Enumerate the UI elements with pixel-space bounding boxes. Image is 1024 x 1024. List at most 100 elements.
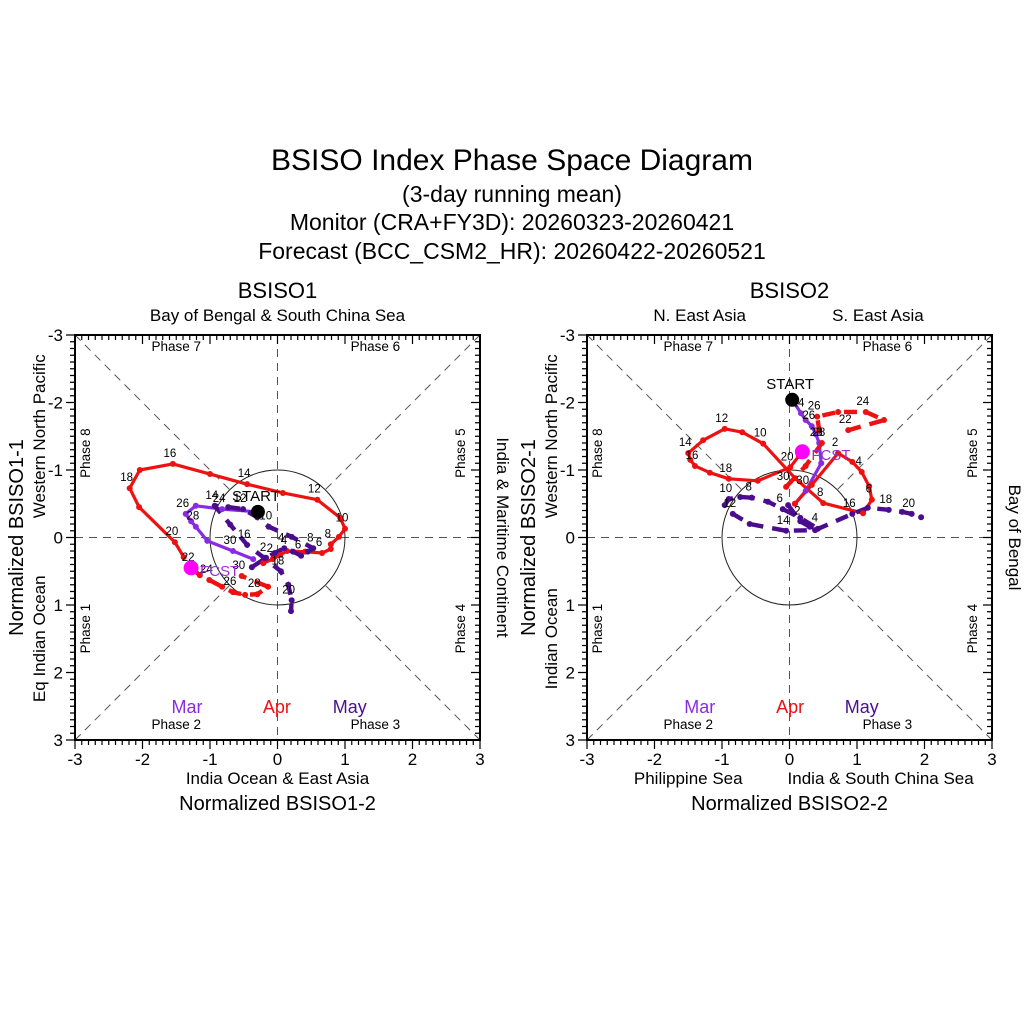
day-label: 18 [120, 472, 133, 484]
trajectory-point [700, 437, 707, 444]
trajectory-point [204, 537, 211, 544]
day-label: 8 [745, 482, 751, 494]
day-label: 12 [715, 413, 728, 425]
day-label: 4 [278, 532, 285, 544]
day-label: 26 [808, 401, 821, 413]
day-label: 12 [723, 498, 736, 510]
trajectory-point [207, 471, 213, 478]
y-tick-label: 0 [566, 529, 575, 548]
trajectory-point [785, 502, 792, 509]
trajectory-point [327, 545, 334, 552]
trajectory-point [265, 583, 272, 590]
day-label: 28 [248, 578, 261, 590]
trajectory-point [725, 496, 732, 503]
day-label: 30 [224, 535, 237, 547]
trajectory-point [899, 508, 906, 515]
trajectory-point [791, 475, 798, 482]
day-label: 20 [166, 526, 179, 538]
y-tick-label: -1 [48, 461, 63, 480]
phase-label: Phase 6 [863, 339, 913, 354]
trajectory-point [791, 500, 798, 507]
trajectory-point [335, 533, 342, 540]
x-tick-label: 0 [273, 750, 282, 769]
month-legend-mar: Mar [172, 697, 203, 717]
day-label: 10 [719, 483, 732, 495]
phase-label: Phase 2 [151, 717, 201, 732]
trajectory-point [721, 425, 728, 432]
trajectory-point [760, 440, 767, 447]
diagonal-guide [586, 334, 743, 491]
trajectory-point [277, 552, 284, 559]
trajectory-point [136, 504, 143, 511]
fcst-label: FCST [200, 563, 239, 580]
trajectory-point [206, 577, 213, 584]
trajectory-point [783, 527, 790, 534]
trajectory-point [188, 518, 195, 525]
trajectory-point [820, 500, 827, 507]
day-label: 18 [271, 555, 284, 567]
y-tick-label: -2 [48, 394, 63, 413]
trajectory-point [866, 483, 873, 490]
day-label: 20 [781, 451, 794, 463]
day-label: 4 [281, 535, 288, 547]
trajectory-point [797, 514, 804, 521]
day-label: 6 [295, 540, 301, 552]
day-labels: 2426283024681012141618202224262830246810… [679, 396, 915, 527]
x-tick-label: -1 [714, 750, 729, 769]
trajectory-point [254, 591, 261, 598]
trajectory-point [265, 523, 272, 530]
trajectory-point [816, 427, 823, 434]
trajectory-point [862, 408, 869, 415]
trajectory-point [288, 533, 295, 540]
day-label: 30 [232, 560, 245, 572]
day-label: 16 [238, 529, 251, 541]
day-label: 6 [866, 484, 872, 496]
trajectory-point [288, 597, 295, 604]
trajectory-point [229, 589, 236, 596]
trajectory-point [814, 413, 821, 420]
x-tick-label: 0 [785, 750, 794, 769]
y-tick-label: 1 [54, 596, 63, 615]
day-label: 18 [719, 463, 732, 475]
day-label: 14 [238, 468, 251, 480]
diagonal-guide [74, 334, 231, 491]
day-label: 24 [856, 396, 869, 408]
trajectory-point [721, 502, 728, 509]
trajectory-point [281, 545, 288, 552]
trajectory-point [739, 429, 746, 436]
top-region-label: S. East Asia [832, 306, 924, 325]
trajectory-point [737, 494, 744, 500]
phase-label: Phase 4 [965, 603, 980, 653]
trajectory-point [806, 523, 813, 530]
trajectory-point [337, 514, 344, 521]
trajectory-point [290, 548, 297, 555]
phase-label: Phase 4 [453, 603, 468, 653]
y-tick-label: -2 [560, 394, 575, 413]
page-title: BSISO Index Phase Space Diagram [271, 144, 753, 177]
day-label: 10 [336, 513, 349, 525]
trajectory-point [192, 523, 199, 530]
diagonal-guide [836, 334, 993, 491]
phase-label: Phase 1 [590, 604, 605, 654]
y-tick-label: 3 [566, 731, 575, 750]
day-label: 14 [679, 437, 692, 449]
trajectory-point [845, 427, 852, 434]
trajectory-point [192, 502, 199, 509]
month-legend-apr: Apr [263, 697, 291, 717]
trajectory-point [783, 483, 790, 490]
diagonal-guide [324, 334, 481, 491]
phase-label: Phase 3 [351, 717, 401, 732]
trajectory-point [211, 502, 218, 509]
phase-label: Phase 7 [663, 339, 713, 354]
phase-label: Phase 8 [590, 428, 605, 478]
trajectory-point [136, 467, 143, 473]
trajectory-point [797, 410, 804, 417]
trajectory-point [835, 408, 842, 415]
day-label: 8 [325, 528, 331, 540]
day-label: 30 [796, 475, 809, 487]
day-label: 4 [856, 456, 863, 468]
phase-label: Phase 1 [78, 604, 93, 654]
diagonal-guide [836, 584, 993, 741]
trajectory-point [240, 506, 247, 513]
